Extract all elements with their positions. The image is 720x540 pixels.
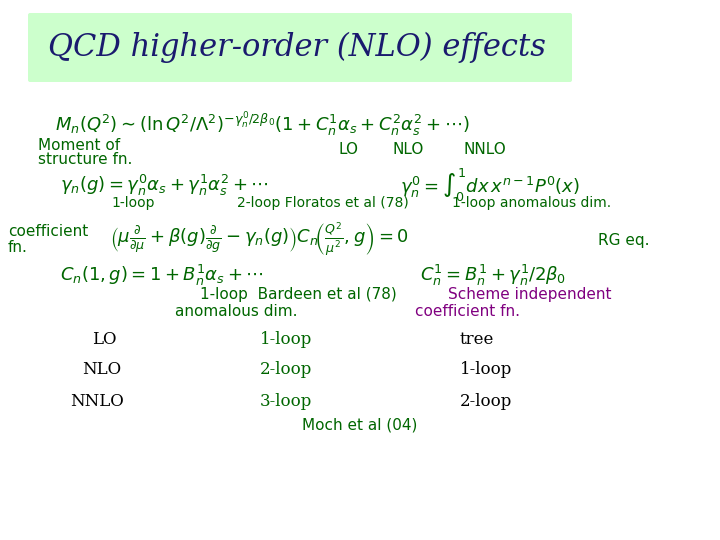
Text: 2-loop: 2-loop [460, 394, 513, 410]
Text: LO: LO [338, 143, 358, 158]
Text: 3-loop: 3-loop [260, 394, 312, 410]
Text: 1-loop: 1-loop [260, 332, 312, 348]
Text: $\gamma_n(g) = \gamma_n^0\alpha_s + \gamma_n^1\alpha_s^2 + \cdots$: $\gamma_n(g) = \gamma_n^0\alpha_s + \gam… [60, 172, 269, 198]
FancyBboxPatch shape [28, 13, 572, 82]
Text: 2-loop Floratos et al (78): 2-loop Floratos et al (78) [237, 196, 409, 210]
Text: $\left(\mu\frac{\partial}{\partial\mu} + \beta(g)\frac{\partial}{\partial g} - \: $\left(\mu\frac{\partial}{\partial\mu} +… [110, 221, 409, 259]
Text: coefficient fn.: coefficient fn. [415, 305, 520, 320]
Text: NLO: NLO [392, 143, 423, 158]
Text: $C_n^1 = B_n^1 + \gamma_n^1/2\beta_0$: $C_n^1 = B_n^1 + \gamma_n^1/2\beta_0$ [420, 262, 566, 287]
Text: 1-loop  Bardeen et al (78): 1-loop Bardeen et al (78) [200, 287, 397, 302]
Text: structure fn.: structure fn. [38, 152, 132, 167]
Text: 1-loop anomalous dim.: 1-loop anomalous dim. [452, 196, 611, 210]
Text: NNLO: NNLO [70, 394, 124, 410]
Text: Moment of: Moment of [38, 138, 120, 152]
Text: 1-loop: 1-loop [112, 196, 155, 210]
Text: QCD higher-order (NLO) effects: QCD higher-order (NLO) effects [48, 31, 546, 63]
Text: 1-loop: 1-loop [460, 361, 513, 379]
Text: $C_n(1,g) = 1 + B_n^1\alpha_s + \cdots$: $C_n(1,g) = 1 + B_n^1\alpha_s + \cdots$ [60, 262, 264, 287]
Text: $M_n(Q^2) \sim (\ln Q^2/\Lambda^2)^{-\gamma_n^0/2\beta_0}(1 + C_n^1\alpha_s + C_: $M_n(Q^2) \sim (\ln Q^2/\Lambda^2)^{-\ga… [55, 111, 469, 139]
Text: 2-loop: 2-loop [260, 361, 312, 379]
Text: NLO: NLO [82, 361, 121, 379]
Text: anomalous dim.: anomalous dim. [175, 305, 297, 320]
Text: coefficient: coefficient [8, 225, 89, 240]
Text: $\gamma_n^0 = \int_0^1 dx\,x^{n-1}P^0(x)$: $\gamma_n^0 = \int_0^1 dx\,x^{n-1}P^0(x)… [400, 166, 580, 204]
Text: Scheme independent: Scheme independent [448, 287, 611, 302]
Text: tree: tree [460, 332, 495, 348]
Text: NNLO: NNLO [464, 143, 506, 158]
Text: Moch et al (04): Moch et al (04) [302, 417, 418, 433]
Text: LO: LO [92, 332, 117, 348]
Text: RG eq.: RG eq. [598, 233, 649, 247]
Text: fn.: fn. [8, 240, 28, 254]
